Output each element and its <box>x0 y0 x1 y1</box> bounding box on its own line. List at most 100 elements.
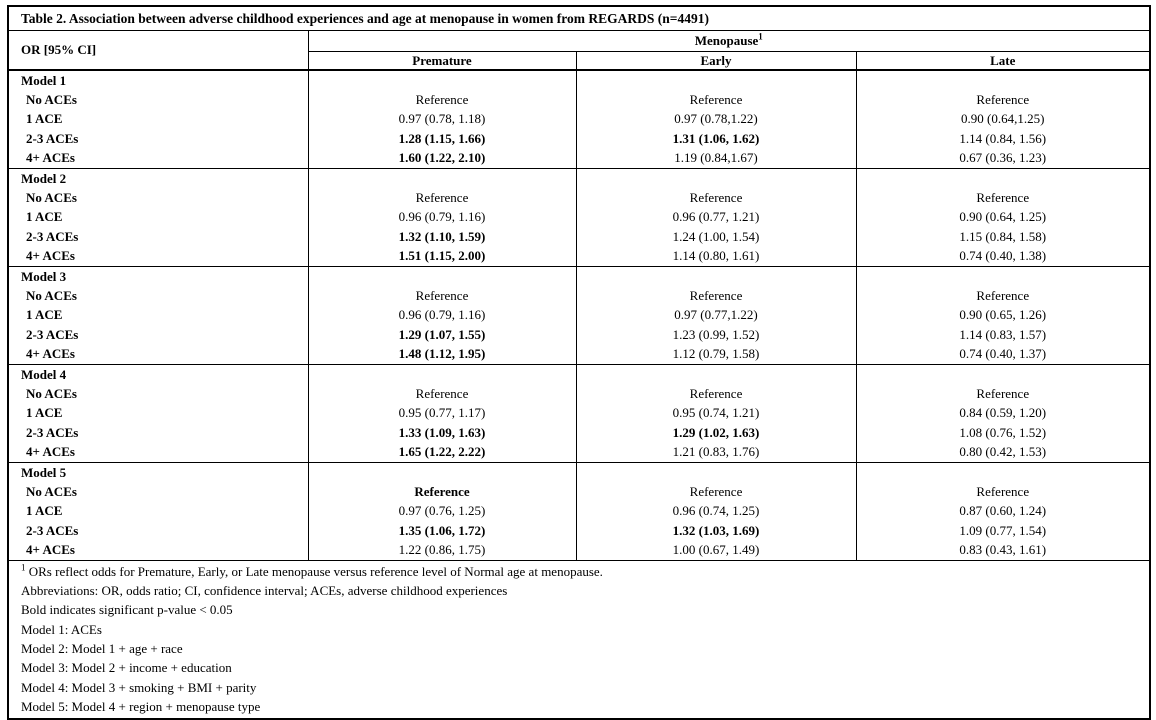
model-4-header-row: Model 4 <box>8 363 1151 385</box>
model-1-header-row: Model 1 <box>8 69 1151 91</box>
or-cell-premature: 1.65 (1.22, 2.22) <box>307 442 576 463</box>
row-label: 2-3 ACEs <box>26 326 79 342</box>
or-cell-late: 0.87 (0.60, 1.24) <box>855 501 1151 521</box>
model-label: Model 5 <box>8 461 308 483</box>
header-row-categories: Premature Early Late <box>8 51 1151 71</box>
row-label: No ACEs <box>26 190 77 206</box>
row-label: 1 ACE <box>26 111 63 127</box>
or-cell-premature: Reference <box>307 90 576 110</box>
or-cell-early: 1.23 (0.99, 1.52) <box>575 325 856 345</box>
or-cell-early: 1.29 (1.02, 1.63) <box>575 423 856 443</box>
footnote-model-2: Model 2: Model 1 + age + race <box>21 640 183 656</box>
or-cell-early: 1.21 (0.83, 1.76) <box>575 442 856 463</box>
table-row: 4+ ACEs 1.65 (1.22, 2.22) 1.21 (0.83, 1.… <box>8 442 1151 463</box>
or-cell-late: Reference <box>855 286 1151 306</box>
or-cell-early: 1.19 (0.84,1.67) <box>575 148 856 169</box>
or-cell-premature: 1.60 (1.22, 2.10) <box>307 148 576 169</box>
footnote-abbreviations: Abbreviations: OR, odds ratio; CI, confi… <box>21 583 508 599</box>
empty-cell <box>575 69 856 91</box>
header-row-menopause: OR [95% CI] Menopause1 <box>8 30 1151 71</box>
menopause-header: Menopause1 <box>308 30 1151 52</box>
or-cell-late: 0.90 (0.64, 1.25) <box>855 207 1151 228</box>
table-row: No ACEs Reference Reference Reference <box>8 90 1151 110</box>
or-cell-early: 0.97 (0.78,1.22) <box>575 109 856 130</box>
empty-cell <box>855 363 1151 385</box>
row-label: 1 ACE <box>26 209 63 225</box>
or-cell-late: 0.83 (0.43, 1.61) <box>855 540 1151 561</box>
table-row: 2-3 ACEs 1.33 (1.09, 1.63) 1.29 (1.02, 1… <box>8 423 1151 443</box>
or-cell-early: 1.31 (1.06, 1.62) <box>575 129 856 149</box>
or-cell-late: 0.84 (0.59, 1.20) <box>855 403 1151 424</box>
or-cell-early: 1.24 (1.00, 1.54) <box>575 227 856 247</box>
or-cell-early: Reference <box>575 482 856 502</box>
or-cell-late: 0.67 (0.36, 1.23) <box>855 148 1151 169</box>
or-cell-premature: 1.33 (1.09, 1.63) <box>307 423 576 443</box>
or-cell-late: Reference <box>855 188 1151 208</box>
row-label: 2-3 ACEs <box>26 130 79 146</box>
table-row: 1 ACE 0.97 (0.78, 1.18) 0.97 (0.78,1.22)… <box>8 109 1151 130</box>
or-cell-early: Reference <box>575 188 856 208</box>
row-label: 1 ACE <box>26 503 63 519</box>
or-cell-late: 1.09 (0.77, 1.54) <box>855 520 1151 541</box>
empty-cell <box>855 167 1151 189</box>
table-row: 2-3 ACEs 1.29 (1.07, 1.55) 1.23 (0.99, 1… <box>8 325 1151 345</box>
table-row: 2-3 ACEs 1.35 (1.06, 1.72) 1.32 (1.03, 1… <box>8 520 1151 541</box>
row-label: No ACEs <box>26 385 77 401</box>
col-header-early: Early <box>575 51 856 71</box>
or-cell-late: 0.80 (0.42, 1.53) <box>855 442 1151 463</box>
or-cell-premature: Reference <box>307 384 576 404</box>
or-cell-early: Reference <box>575 90 856 110</box>
or-cell-premature: 1.35 (1.06, 1.72) <box>307 520 576 541</box>
empty-cell <box>307 69 576 91</box>
or-cell-premature: 1.29 (1.07, 1.55) <box>307 325 576 345</box>
row-label: 1 ACE <box>26 405 63 421</box>
model-5-header-row: Model 5 <box>8 461 1151 483</box>
row-label: No ACEs <box>26 483 77 499</box>
row-label: 4+ ACEs <box>26 248 75 264</box>
or-cell-late: Reference <box>855 384 1151 404</box>
empty-cell <box>575 265 856 287</box>
or-cell-premature: 0.96 (0.79, 1.16) <box>307 207 576 228</box>
or-cell-late: 1.14 (0.83, 1.57) <box>855 325 1151 345</box>
row-label: 1 ACE <box>26 307 63 323</box>
table-row: 4+ ACEs 1.60 (1.22, 2.10) 1.19 (0.84,1.6… <box>8 148 1151 169</box>
or-cell-early: 0.95 (0.74, 1.21) <box>575 403 856 424</box>
empty-cell <box>575 363 856 385</box>
table-row: 1 ACE 0.96 (0.79, 1.16) 0.97 (0.77,1.22)… <box>8 305 1151 326</box>
table-title: Table 2. Association between adverse chi… <box>8 6 1151 31</box>
model-3-header-row: Model 3 <box>8 265 1151 287</box>
row-label: 2-3 ACEs <box>26 522 79 538</box>
empty-cell <box>307 265 576 287</box>
row-label: No ACEs <box>26 92 77 108</box>
or-cell-premature: 0.97 (0.78, 1.18) <box>307 109 576 130</box>
table-row: 4+ ACEs 1.51 (1.15, 2.00) 1.14 (0.80, 1.… <box>8 246 1151 267</box>
footnotes: 1 ORs reflect odds for Premature, Early,… <box>8 559 1151 720</box>
or-cell-premature: Reference <box>307 482 576 502</box>
row-label: 4+ ACEs <box>26 346 75 362</box>
or-cell-early: 1.12 (0.79, 1.58) <box>575 344 856 365</box>
empty-cell <box>855 461 1151 483</box>
or-cell-early: Reference <box>575 384 856 404</box>
or-cell-early: 1.32 (1.03, 1.69) <box>575 520 856 541</box>
empty-cell <box>307 167 576 189</box>
or-cell-premature: 1.22 (0.86, 1.75) <box>307 540 576 561</box>
or-cell-premature: 1.32 (1.10, 1.59) <box>307 227 576 247</box>
or-cell-premature: Reference <box>307 286 576 306</box>
model-label: Model 2 <box>8 167 308 189</box>
row-label: 2-3 ACEs <box>26 228 79 244</box>
empty-cell <box>575 167 856 189</box>
table-row: No ACEs Reference Reference Reference <box>8 384 1151 404</box>
col-header-premature: Premature <box>307 51 576 71</box>
table-row: No ACEs Reference Reference Reference <box>8 188 1151 208</box>
or-cell-early: 1.00 (0.67, 1.49) <box>575 540 856 561</box>
footnote-marker: 1 <box>21 562 26 573</box>
table-row: 2-3 ACEs 1.32 (1.10, 1.59) 1.24 (1.00, 1… <box>8 227 1151 247</box>
footnote-ors: 1 ORs reflect odds for Premature, Early,… <box>21 562 603 579</box>
or-cell-late: 1.15 (0.84, 1.58) <box>855 227 1151 247</box>
table-row: 1 ACE 0.97 (0.76, 1.25) 0.96 (0.74, 1.25… <box>8 501 1151 521</box>
row-label: 4+ ACEs <box>26 542 75 558</box>
or-cell-premature: 0.95 (0.77, 1.17) <box>307 403 576 424</box>
title-row: Table 2. Association between adverse chi… <box>8 6 1151 31</box>
or-cell-premature: 0.97 (0.76, 1.25) <box>307 501 576 521</box>
